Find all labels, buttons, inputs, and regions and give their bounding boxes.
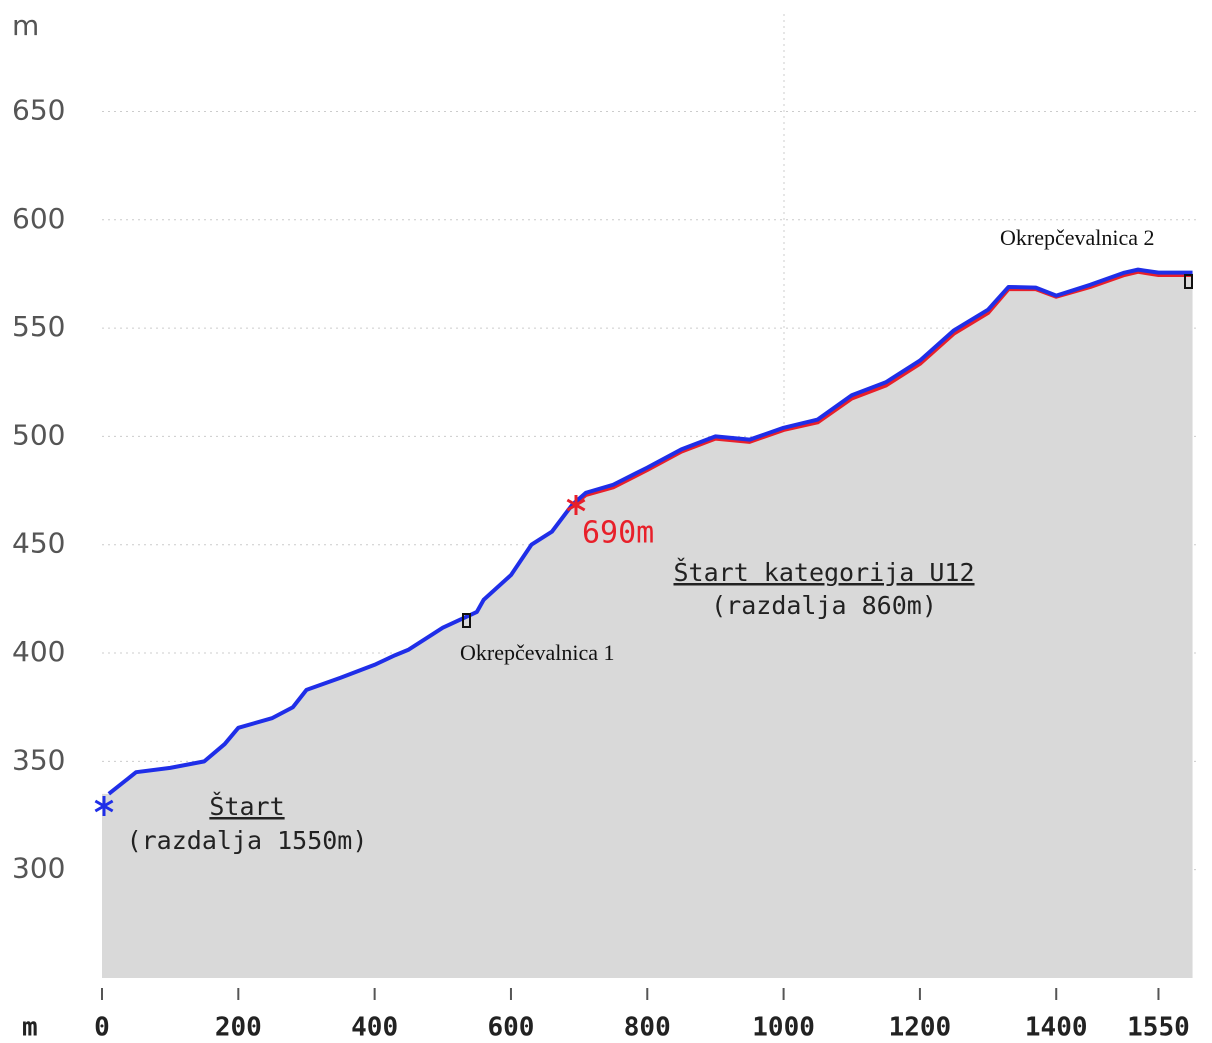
annotation: Okrepčevalnica 1 <box>460 640 615 665</box>
y-tick-label: 600 <box>12 202 65 235</box>
annotation: (razdalja 1550m) <box>127 826 368 855</box>
asterisk <box>566 498 586 512</box>
annotation: Štart <box>209 791 284 821</box>
y-tick-label: 550 <box>12 310 65 343</box>
y-tick-label: 300 <box>12 852 65 885</box>
y-tick-label: 500 <box>12 418 65 451</box>
x-axis-label: m <box>22 1013 38 1043</box>
annotation: Okrepčevalnica 2 <box>1000 225 1155 250</box>
x-tick-label: 1000 <box>752 1013 815 1043</box>
y-axis-label: m <box>12 9 39 42</box>
y-tick-label: 350 <box>12 743 65 776</box>
x-tick-label: 1400 <box>1025 1013 1088 1043</box>
asterisk <box>94 799 114 813</box>
x-tick-label: 1200 <box>889 1013 952 1043</box>
y-tick-label: 400 <box>12 635 65 668</box>
marker-box <box>1184 274 1193 289</box>
y-tick-label: 450 <box>12 527 65 560</box>
x-tick-label: 200 <box>215 1013 262 1043</box>
area <box>102 269 1193 979</box>
x-tick-label: 600 <box>487 1013 534 1043</box>
annotation: 690m <box>582 516 654 551</box>
profile-line <box>107 267 1193 796</box>
marker-box <box>462 613 471 628</box>
x-tick-label: 400 <box>351 1013 398 1043</box>
x-tick-label: 800 <box>624 1013 671 1043</box>
annotation: (razdalja 860m) <box>711 591 937 620</box>
x-tick-label: 1550 <box>1127 1013 1190 1043</box>
profile-line <box>571 269 1193 508</box>
x-tick-label: 0 <box>94 1013 110 1043</box>
y-tick-label: 650 <box>12 93 65 126</box>
annotation: Štart kategorija U12 <box>673 557 974 587</box>
